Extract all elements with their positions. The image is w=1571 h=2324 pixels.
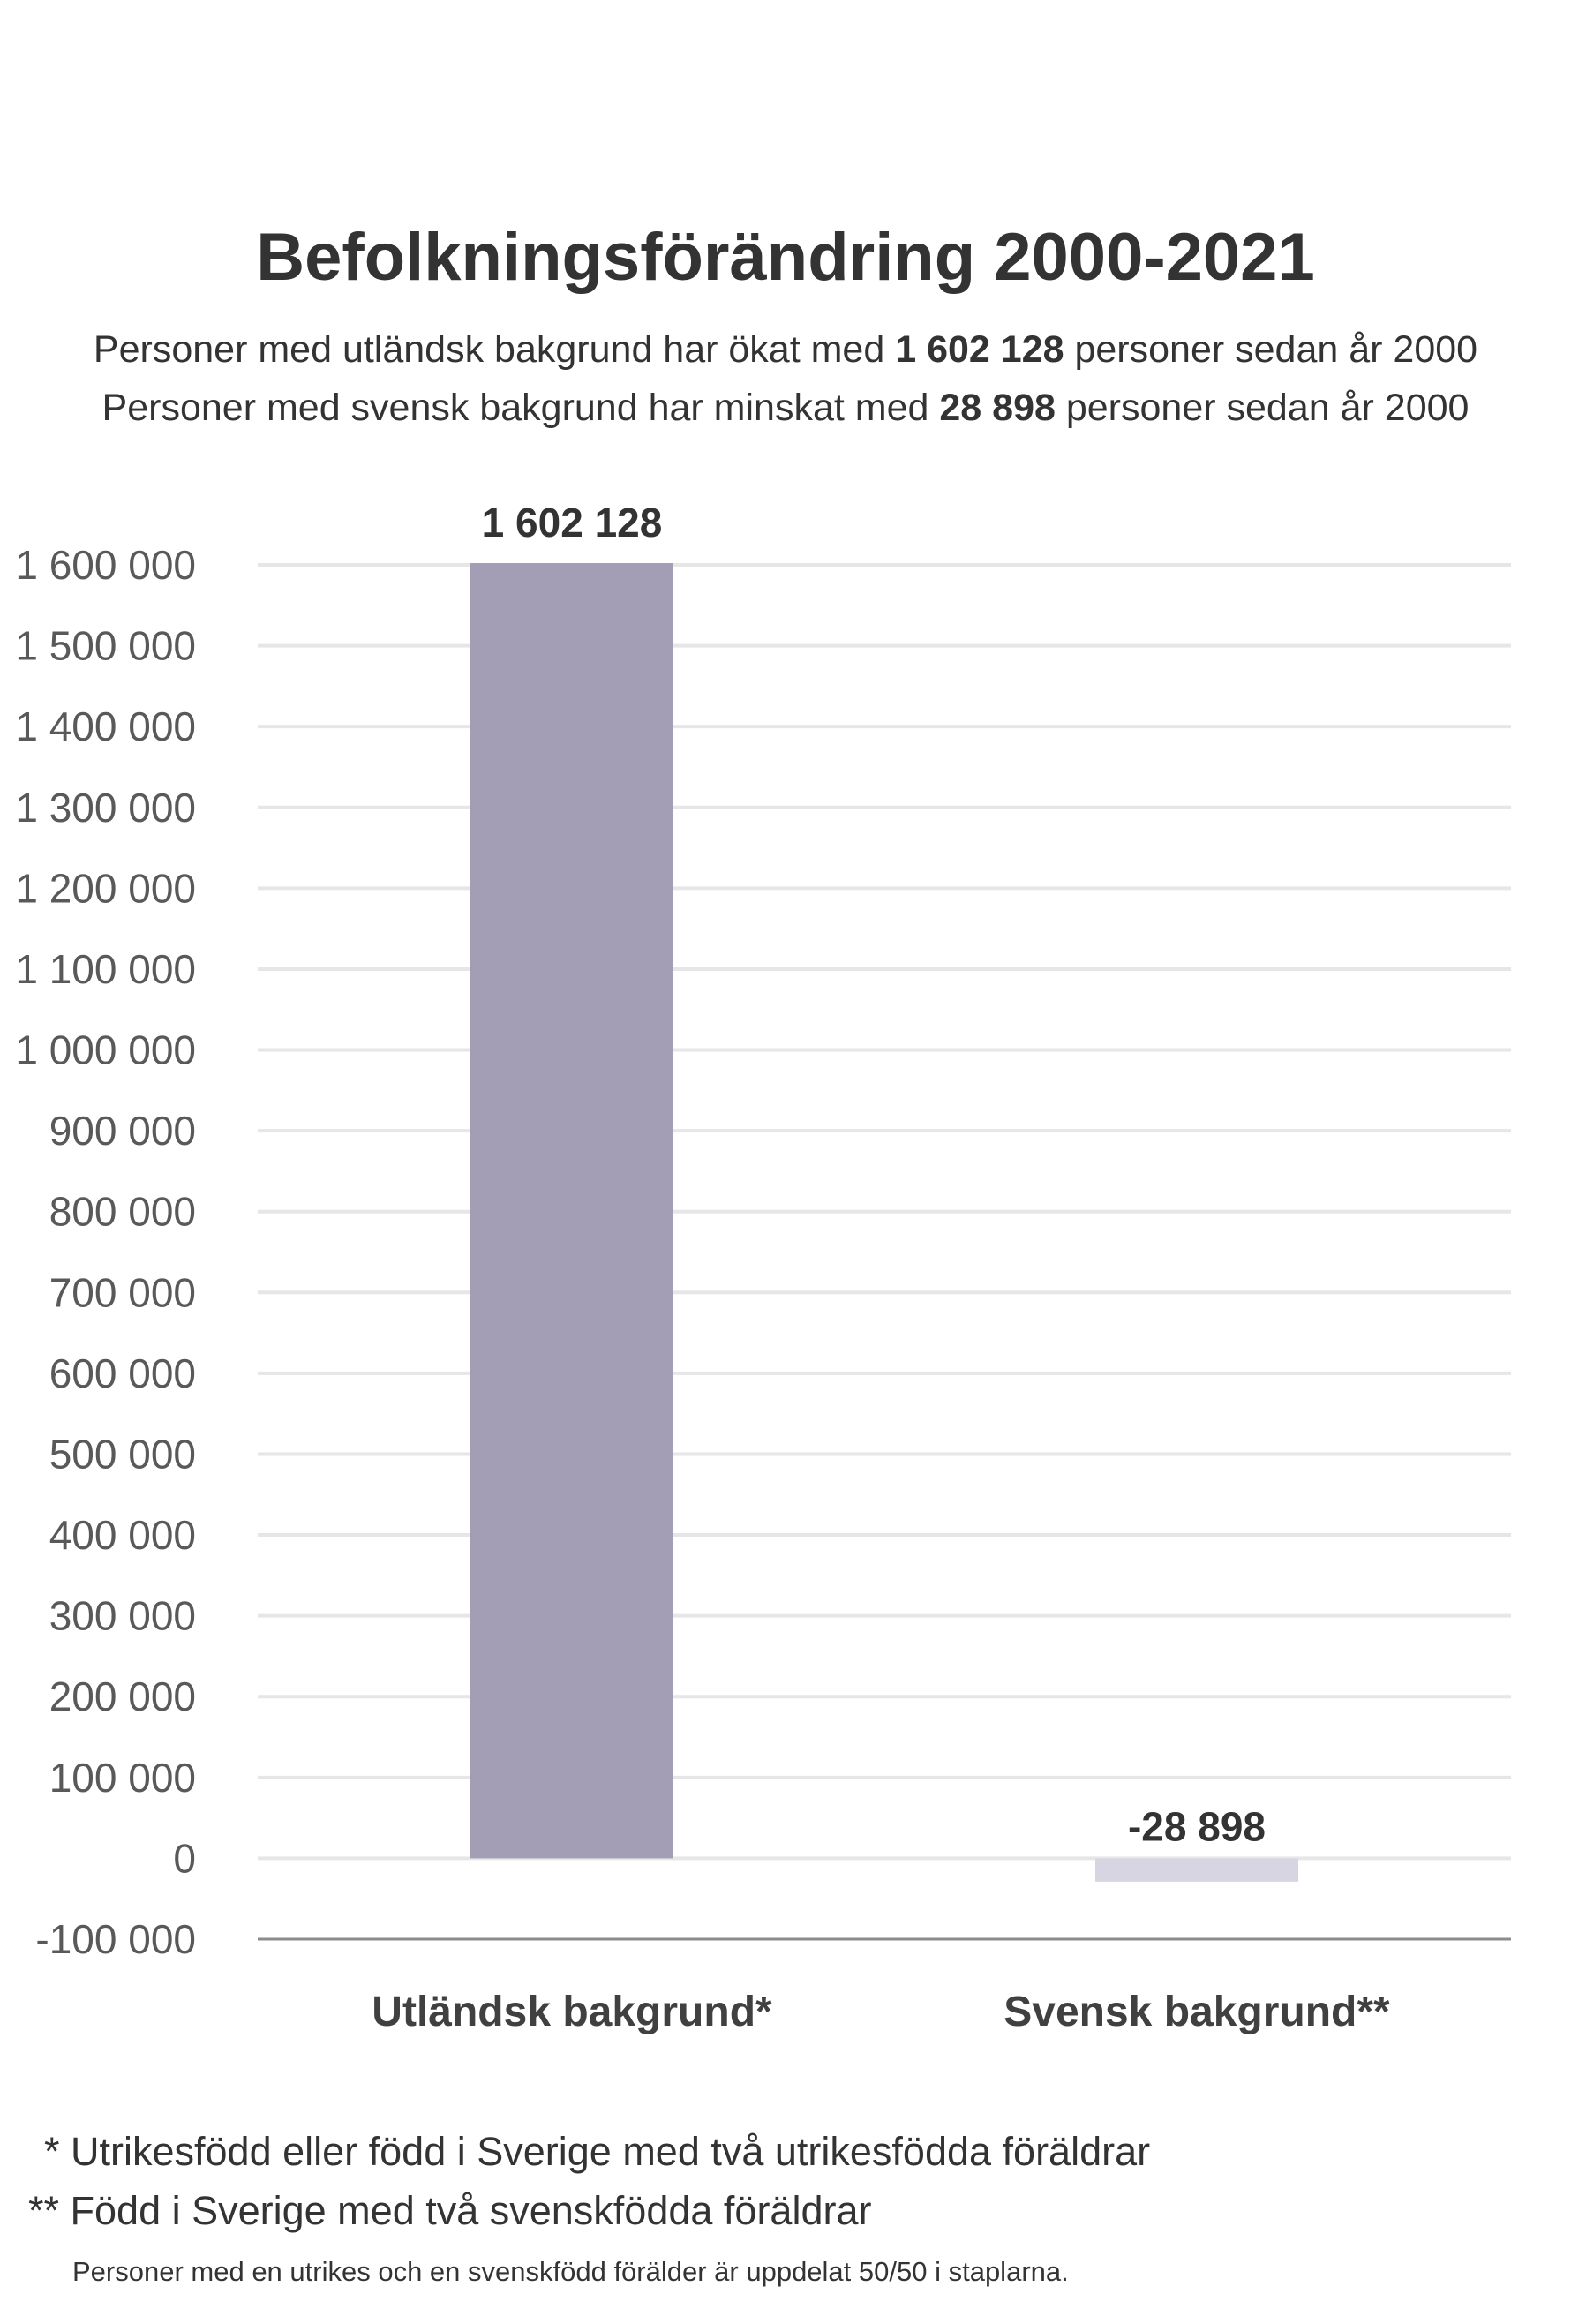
subtitle-line-1-value: 1 602 128 xyxy=(895,328,1064,371)
y-tick-label: 1 400 000 xyxy=(15,703,196,749)
y-tick-label: -100 000 xyxy=(35,1916,196,1962)
subtitle-line-1-pre: Personer med utländsk bakgrund har ökat … xyxy=(93,328,896,371)
subtitle-line-2: Personer med svensk bakgrund har minskat… xyxy=(0,387,1571,430)
y-tick-label: 1 200 000 xyxy=(15,865,196,911)
footnote-1: * Utrikesfödd eller född i Sverige med t… xyxy=(44,2129,1151,2174)
subtitle-line-2-pre: Personer med svensk bakgrund har minskat… xyxy=(101,387,940,429)
chart-title: Befolkningsförändring 2000-2021 xyxy=(256,220,1315,295)
y-tick-label: 600 000 xyxy=(49,1350,196,1396)
y-tick-label: 1 100 000 xyxy=(15,946,196,992)
y-tick-label: 700 000 xyxy=(49,1269,196,1315)
subtitle-line-1-post: personer sedan år 2000 xyxy=(1064,328,1478,371)
y-tick-label: 1 600 000 xyxy=(15,542,196,588)
y-tick-label: 1 000 000 xyxy=(15,1027,196,1073)
y-tick-label: 800 000 xyxy=(49,1189,196,1235)
subtitle-line-1: Personer med utländsk bakgrund har ökat … xyxy=(0,328,1571,372)
y-tick-label: 900 000 xyxy=(49,1108,196,1154)
y-tick-label: 100 000 xyxy=(49,1755,196,1801)
y-tick-label: 200 000 xyxy=(49,1673,196,1719)
x-category-label: Utländsk bakgrund* xyxy=(372,1989,772,2035)
data-label: 1 602 128 xyxy=(482,500,663,545)
footnote-3: Personer med en utrikes och en svenskföd… xyxy=(72,2256,1069,2287)
bar-1 xyxy=(470,563,673,1859)
bar-2 xyxy=(1095,1858,1298,1882)
y-tick-label: 400 000 xyxy=(49,1512,196,1558)
y-tick-label: 1 500 000 xyxy=(15,623,196,669)
y-tick-label: 1 300 000 xyxy=(15,785,196,831)
data-label: -28 898 xyxy=(1128,1803,1266,1849)
x-category-label: Svensk bakgrund** xyxy=(1003,1989,1390,2035)
footnote-2: ** Född i Sverige med två svenskfödda fö… xyxy=(28,2188,872,2233)
y-tick-label: 0 xyxy=(173,1835,196,1881)
subtitle-line-2-post: personer sedan år 2000 xyxy=(1055,387,1470,429)
subtitle-line-2-value: 28 898 xyxy=(939,387,1056,429)
y-tick-label: 500 000 xyxy=(49,1431,196,1477)
y-tick-label: 300 000 xyxy=(49,1593,196,1639)
